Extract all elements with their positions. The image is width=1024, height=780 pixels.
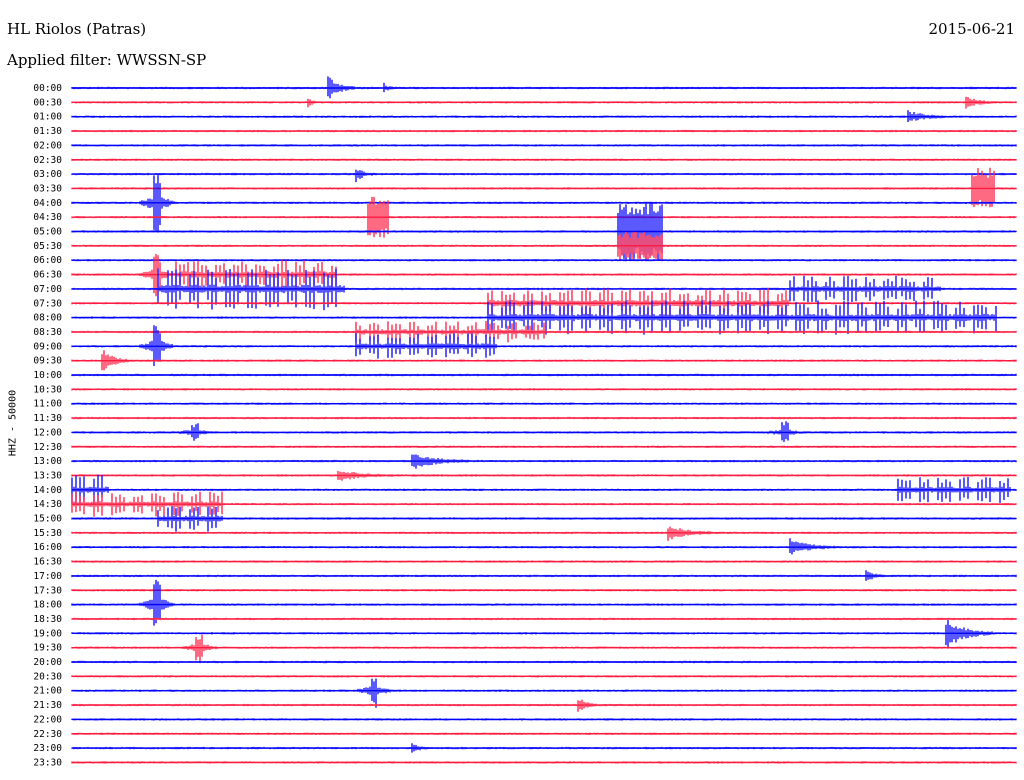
time-label: 05:30 [33, 241, 62, 252]
time-label: 01:30 [33, 126, 62, 137]
time-label: 13:00 [33, 456, 62, 467]
time-label: 08:30 [33, 327, 62, 338]
trace-line [71, 538, 1017, 555]
time-label: 15:30 [33, 528, 62, 539]
trace-line [71, 196, 1017, 238]
trace-line [71, 743, 1017, 753]
trace-line [71, 471, 1017, 481]
trace-line [71, 699, 1017, 712]
time-label: 07:00 [33, 284, 62, 295]
trace-line [71, 96, 1017, 109]
time-label: 05:00 [33, 227, 62, 238]
time-label: 19:30 [33, 643, 62, 654]
trace-line [71, 560, 1017, 563]
time-label: 18:00 [33, 600, 62, 611]
trace-line [71, 491, 1017, 517]
trace-line [71, 474, 1017, 505]
trace-line [71, 268, 1017, 311]
trace-line [71, 325, 1017, 366]
trace-line [71, 144, 1017, 147]
time-label: 10:00 [33, 370, 62, 381]
time-label: 17:00 [33, 571, 62, 582]
time-label: 04:30 [33, 212, 62, 223]
time-label: 02:30 [33, 155, 62, 166]
time-label: 14:00 [33, 485, 62, 496]
trace-line [71, 129, 1017, 133]
time-label: 03:30 [33, 183, 62, 194]
time-label: 07:30 [33, 298, 62, 309]
time-label: 12:30 [33, 442, 62, 453]
time-label: 20:30 [33, 671, 62, 682]
station-title: HL Riolos (Patras) [7, 20, 147, 38]
filter-label: Applied filter: WWSSN-SP [7, 51, 207, 69]
trace-line [71, 110, 1017, 122]
time-label: 21:30 [33, 700, 62, 711]
date-label: 2015-06-21 [928, 20, 1015, 38]
trace-line [71, 169, 1017, 183]
time-label: 21:00 [33, 686, 62, 697]
trace-line [71, 202, 1017, 262]
trace-line [71, 373, 1017, 377]
trace-line [71, 76, 1017, 99]
trace-line [71, 589, 1017, 592]
trace-line [71, 620, 1017, 648]
time-label: 01:00 [33, 112, 62, 123]
trace-line [71, 570, 1017, 581]
trace-line [71, 634, 1017, 662]
trace-line [71, 675, 1017, 678]
time-label: 22:30 [33, 729, 62, 740]
trace-line [71, 454, 1017, 469]
time-label: 23:00 [33, 743, 62, 754]
time-label: 11:30 [33, 413, 62, 424]
trace-line [71, 678, 1017, 708]
time-label: 16:00 [33, 542, 62, 553]
trace-line [71, 231, 1017, 261]
time-label: 09:30 [33, 356, 62, 367]
time-label: 20:00 [33, 657, 62, 668]
trace-line [71, 175, 1017, 232]
time-label: 10:30 [33, 384, 62, 395]
trace-line [71, 660, 1017, 664]
trace-line [71, 526, 1017, 541]
time-label: 22:00 [33, 714, 62, 725]
trace-line [71, 167, 1017, 208]
trace-line [71, 579, 1017, 626]
time-label: 03:00 [33, 169, 62, 180]
trace-line [71, 259, 1017, 262]
trace-line [71, 402, 1017, 405]
trace-line [71, 617, 1017, 621]
time-label: 02:00 [33, 140, 62, 151]
time-label: 04:00 [33, 198, 62, 209]
trace-line [71, 761, 1017, 764]
time-label: 12:00 [33, 427, 62, 438]
time-label: 14:30 [33, 499, 62, 510]
trace-line [71, 445, 1017, 448]
time-label: 16:30 [33, 557, 62, 568]
time-label: 23:30 [33, 757, 62, 768]
time-label: 08:00 [33, 313, 62, 324]
time-label: 15:00 [33, 514, 62, 525]
trace-line [71, 732, 1017, 735]
time-label: 09:00 [33, 341, 62, 352]
time-label: 11:00 [33, 399, 62, 410]
trace-line [71, 321, 1017, 343]
trace-line [71, 421, 1017, 442]
trace-line [71, 350, 1017, 371]
trace-line [71, 300, 1017, 335]
trace-line [71, 718, 1017, 721]
time-label: 19:00 [33, 628, 62, 639]
time-label: 00:30 [33, 97, 62, 108]
time-label: 13:30 [33, 470, 62, 481]
time-label: 17:30 [33, 585, 62, 596]
trace-line [71, 388, 1017, 391]
time-label: 18:30 [33, 614, 62, 625]
trace-line [71, 416, 1017, 420]
time-label: 00:00 [33, 83, 62, 94]
trace-line [71, 158, 1017, 161]
time-label: 06:00 [33, 255, 62, 266]
trace-line [71, 506, 1017, 532]
time-label: 06:30 [33, 270, 62, 281]
